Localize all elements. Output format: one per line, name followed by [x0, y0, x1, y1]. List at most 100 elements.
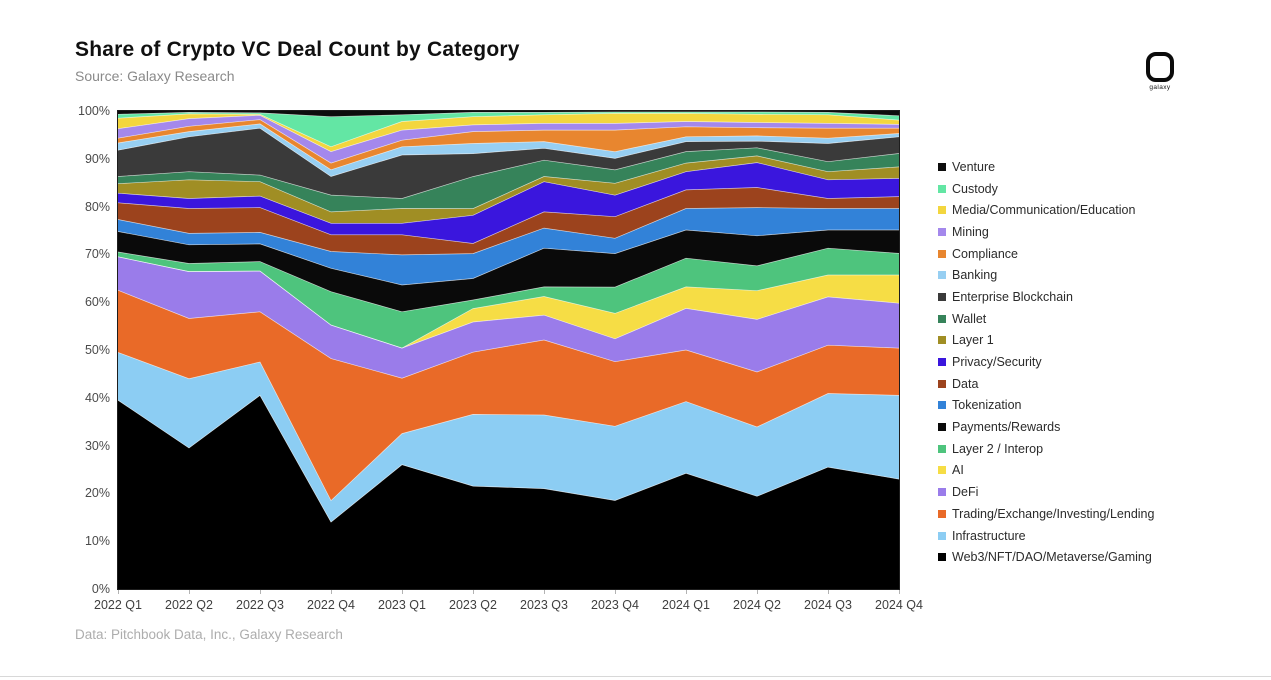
- y-tick-label: 0%: [91, 582, 110, 596]
- series-boundary: [118, 155, 899, 213]
- legend-label: Payments/Rewards: [952, 420, 1061, 435]
- legend-label: Layer 1: [952, 333, 994, 348]
- legend-label: Privacy/Security: [952, 355, 1042, 370]
- series-boundary: [118, 207, 899, 256]
- legend-label: Mining: [952, 224, 989, 239]
- legend: Venture Custody Media/Communication/Educat…: [938, 156, 1268, 568]
- plot-area: [117, 110, 900, 590]
- area-venture: [118, 111, 899, 117]
- x-axis-tick: [189, 590, 190, 594]
- x-axis-tick: [828, 590, 829, 594]
- legend-label: Layer 2 / Interop: [952, 441, 1044, 456]
- area-custody: [118, 112, 899, 147]
- legend-label: Custody: [952, 181, 998, 196]
- x-tick-label: 2022 Q4: [307, 598, 355, 612]
- legend-swatch-icon: [938, 488, 946, 497]
- legend-item-tokenization: Tokenization: [938, 395, 1268, 417]
- y-tick-label: 10%: [84, 534, 110, 549]
- chart-title: Share of Crypto VC Deal Count by Categor…: [75, 38, 520, 61]
- series-boundary: [118, 247, 899, 313]
- series-boundary: [118, 147, 899, 199]
- series-boundary: [118, 119, 899, 164]
- legend-swatch-icon: [938, 314, 946, 323]
- area-data: [118, 187, 899, 255]
- legend-swatch-icon: [938, 379, 946, 388]
- x-tick-label: 2023 Q2: [449, 598, 497, 612]
- legend-item-venture: Venture: [938, 156, 1268, 178]
- legend-swatch-icon: [938, 206, 946, 215]
- x-axis-tick: [118, 590, 119, 594]
- y-tick-label: 100%: [78, 104, 110, 118]
- x-tick-label: 2024 Q1: [662, 598, 710, 612]
- series-boundary: [118, 256, 899, 349]
- legend-item-layer-2-interop: Layer 2 / Interop: [938, 438, 1268, 460]
- x-tick-label: 2023 Q1: [378, 598, 426, 612]
- galaxy-logo-icon: [1146, 52, 1174, 82]
- area-media-communication-education: [118, 113, 899, 152]
- legend-label: Banking: [952, 268, 998, 283]
- legend-swatch-icon: [938, 162, 946, 171]
- y-tick-label: 80%: [84, 199, 110, 214]
- area-mining: [118, 115, 899, 164]
- legend-swatch-icon: [938, 444, 946, 453]
- legend-swatch-icon: [938, 271, 946, 280]
- area-layer-2-interop: [118, 248, 899, 349]
- area-payments-rewards: [118, 230, 899, 312]
- x-axis-tick: [757, 590, 758, 594]
- y-tick-label: 60%: [84, 295, 110, 310]
- area-privacy-security: [118, 162, 899, 244]
- legend-label: DeFi: [952, 485, 979, 500]
- series-boundary: [118, 111, 899, 118]
- x-axis-tick: [686, 590, 687, 594]
- x-axis-tick: [615, 590, 616, 594]
- legend-item-trading-exchange-investing-lending: Trading/Exchange/Investing/Lending: [938, 503, 1268, 525]
- legend-swatch-icon: [938, 401, 946, 410]
- x-axis-tick: [331, 590, 332, 594]
- legend-item-mining: Mining: [938, 221, 1268, 243]
- x-axis-tick: [544, 590, 545, 594]
- legend-item-web3-nft-dao-metaverse-gaming: Web3/NFT/DAO/Metaverse/Gaming: [938, 546, 1268, 568]
- legend-label: AI: [952, 463, 964, 478]
- x-axis-tick: [402, 590, 403, 594]
- series-boundary: [118, 394, 899, 523]
- series-boundary: [118, 113, 899, 148]
- legend-label: Web3/NFT/DAO/Metaverse/Gaming: [952, 550, 1152, 565]
- bottom-divider: [0, 676, 1271, 677]
- legend-label: Trading/Exchange/Investing/Lending: [952, 506, 1155, 521]
- series-boundary: [118, 114, 899, 152]
- legend-item-media-communication-education: Media/Communication/Education: [938, 199, 1268, 221]
- legend-item-payments-rewards: Payments/Rewards: [938, 416, 1268, 438]
- x-tick-label: 2022 Q1: [94, 598, 142, 612]
- legend-swatch-icon: [938, 336, 946, 345]
- chart-source: Source: Galaxy Research: [75, 68, 235, 84]
- legend-swatch-icon: [938, 531, 946, 540]
- legend-swatch-icon: [938, 184, 946, 193]
- galaxy-logo: galaxy: [1140, 52, 1180, 91]
- x-axis-tick: [473, 590, 474, 594]
- x-tick-label: 2024 Q2: [733, 598, 781, 612]
- area-enterprise-blockchain: [118, 128, 899, 199]
- legend-item-ai: AI: [938, 460, 1268, 482]
- stacked-area-chart: [118, 111, 899, 589]
- data-attribution: Data: Pitchbook Data, Inc., Galaxy Resea…: [75, 627, 343, 642]
- x-tick-label: 2023 Q4: [591, 598, 639, 612]
- legend-label: Compliance: [952, 246, 1019, 261]
- legend-label: Wallet: [952, 311, 987, 326]
- area-ai: [118, 256, 899, 349]
- series-boundary: [118, 289, 899, 379]
- x-axis-tick: [899, 590, 900, 594]
- y-tick-label: 40%: [84, 390, 110, 405]
- x-tick-label: 2024 Q4: [875, 598, 923, 612]
- legend-swatch-icon: [938, 509, 946, 518]
- legend-label: Data: [952, 376, 979, 391]
- y-tick-label: 50%: [84, 343, 110, 357]
- area-compliance: [118, 119, 899, 170]
- legend-swatch-icon: [938, 227, 946, 236]
- series-boundary: [118, 352, 899, 502]
- series-boundary: [118, 127, 899, 177]
- legend-swatch-icon: [938, 553, 946, 562]
- x-tick-label: 2024 Q3: [804, 598, 852, 612]
- series-boundary: [118, 229, 899, 286]
- y-tick-label: 20%: [84, 486, 110, 501]
